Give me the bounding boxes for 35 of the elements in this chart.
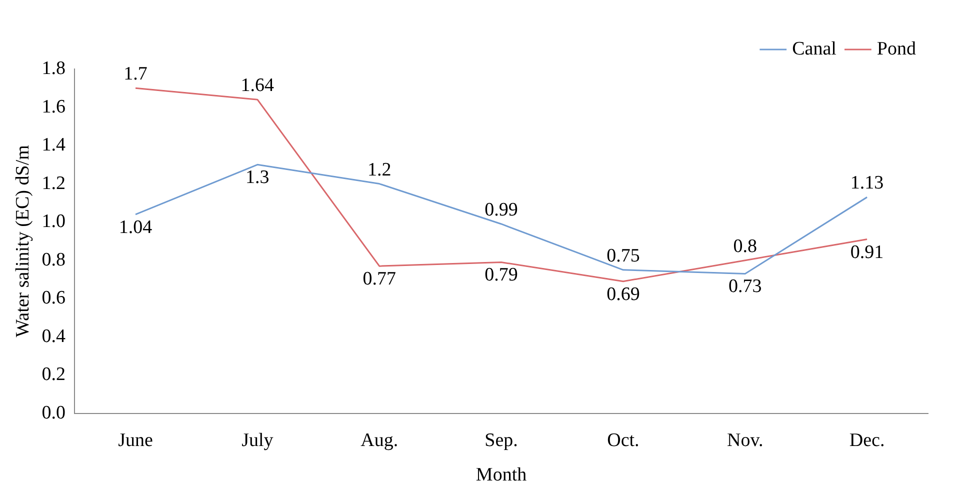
- data-label: 1.7: [124, 64, 148, 85]
- data-label: 0.77: [362, 268, 396, 290]
- data-label: 0.8: [733, 236, 757, 257]
- legend-label: Pond: [876, 38, 916, 60]
- y-tick-label: 1.8: [42, 58, 66, 79]
- x-tick-label: Nov.: [726, 430, 764, 451]
- data-label: 1.64: [240, 75, 275, 96]
- data-label: 1.13: [850, 172, 884, 194]
- x-tick-label: Sep.: [484, 430, 518, 451]
- y-tick-label: 1.2: [42, 172, 66, 194]
- data-label: 1.04: [118, 216, 153, 238]
- data-label: 1.3: [246, 167, 270, 188]
- y-tick-label: 0.8: [42, 249, 66, 270]
- data-label: 0.69: [606, 284, 640, 305]
- y-tick-label: 1.6: [42, 96, 66, 118]
- data-label: 0.79: [484, 264, 518, 286]
- data-label: 1.2: [367, 159, 392, 180]
- y-tick-label: 0.4: [42, 326, 66, 347]
- x-tick-label: Oct.: [607, 430, 640, 451]
- data-label: 0.75: [606, 245, 640, 266]
- y-tick-label: 1.4: [42, 134, 66, 156]
- legend-label: Canal: [792, 38, 836, 60]
- y-tick-label: 1.0: [42, 211, 66, 232]
- x-tick-label: July: [242, 430, 274, 451]
- data-label: 0.91: [850, 242, 884, 263]
- x-axis-title: Month: [476, 464, 528, 486]
- x-tick-label: June: [118, 430, 153, 451]
- x-tick-label: Aug.: [360, 430, 398, 451]
- y-tick-label: 0.6: [42, 288, 66, 309]
- y-tick-label: 0.2: [42, 364, 66, 386]
- y-tick-label: 0.0: [42, 402, 66, 424]
- x-tick-label: Dec.: [849, 430, 885, 451]
- data-label: 0.73: [728, 276, 762, 298]
- data-label: 0.99: [484, 199, 518, 220]
- y-axis-title: Water salinity (EC) dS/m: [12, 144, 34, 338]
